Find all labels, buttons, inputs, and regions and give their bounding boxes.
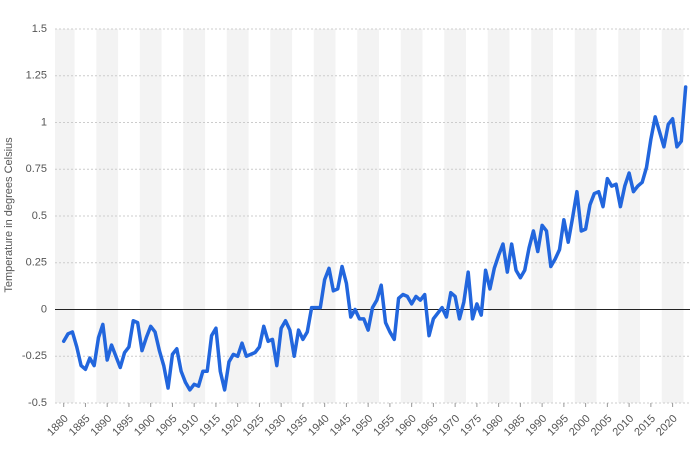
x-tick-label: 1885 <box>67 413 93 439</box>
x-tick-label: 1935 <box>284 413 310 439</box>
data-line <box>61 85 688 392</box>
y-axis-label: Temperature in degrees Celsius <box>3 137 15 293</box>
x-tick-label: 1930 <box>263 413 289 439</box>
x-tick-label: 1915 <box>197 413 223 439</box>
x-tick-label: 1945 <box>328 413 354 439</box>
x-tick-label: 1980 <box>480 413 506 439</box>
x-tick-label: 1975 <box>458 413 484 439</box>
x-tick-label: 2000 <box>567 413 593 439</box>
x-tick-label: 1925 <box>241 413 267 439</box>
y-tick-label: 1.5 <box>32 23 47 35</box>
y-tick-label: 0.25 <box>26 257 47 269</box>
y-tick-label: -0.5 <box>28 397 47 409</box>
y-tick-label: 0.75 <box>26 163 47 175</box>
y-tick-label: 1 <box>41 116 47 128</box>
y-tick-label: 0.5 <box>32 210 47 222</box>
x-tick-label: 1960 <box>393 413 419 439</box>
column-band <box>183 29 206 403</box>
x-tick-label: 1995 <box>545 413 571 439</box>
x-tick-label: 1965 <box>415 413 441 439</box>
x-tick-label: 1950 <box>350 413 376 439</box>
x-tick-label: 1895 <box>110 413 136 439</box>
x-tick-label: 2015 <box>632 413 658 439</box>
x-tick-label: 1880 <box>45 413 71 439</box>
column-band <box>226 29 249 403</box>
x-tick-label: 1900 <box>132 413 158 439</box>
x-tick-label: 2010 <box>610 413 636 439</box>
x-tick-label: 1970 <box>437 413 463 439</box>
x-tick-label: 1890 <box>89 413 115 439</box>
x-tick-label: 1940 <box>306 413 332 439</box>
y-tick-label: 0 <box>41 303 47 315</box>
x-tick-label: 1910 <box>176 413 202 439</box>
x-tick-label: 1905 <box>154 413 180 439</box>
x-tick-label: 1955 <box>371 413 397 439</box>
x-tick-label: 1985 <box>502 413 528 439</box>
x-tick-label: 1990 <box>524 413 550 439</box>
column-band <box>531 29 553 403</box>
y-tick-label: -0.25 <box>22 350 47 362</box>
y-tick-label: 1.25 <box>26 70 47 82</box>
x-tick-label: 2020 <box>654 413 680 439</box>
x-tick-label: 2005 <box>589 413 615 439</box>
x-tick-label: 1920 <box>219 413 245 439</box>
